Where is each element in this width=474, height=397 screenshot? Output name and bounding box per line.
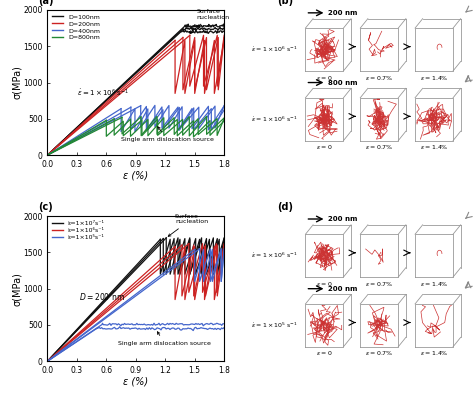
Text: (c): (c) (38, 202, 53, 212)
Text: $\varepsilon=0$: $\varepsilon=0$ (316, 143, 333, 151)
Text: $\varepsilon=1.4\%$: $\varepsilon=1.4\%$ (420, 349, 448, 357)
Y-axis label: σ(MPa): σ(MPa) (12, 272, 22, 306)
Text: Surface
nucleation: Surface nucleation (168, 214, 208, 236)
Text: (d): (d) (277, 202, 293, 212)
Text: $\dot{\varepsilon}=1\times10^{6}\ \mathrm{s}^{-1}$: $\dot{\varepsilon}=1\times10^{6}\ \mathr… (251, 114, 299, 124)
X-axis label: ε (%): ε (%) (123, 376, 148, 387)
Text: 200 nm: 200 nm (328, 216, 357, 222)
Text: $\varepsilon=1.4\%$: $\varepsilon=1.4\%$ (420, 280, 448, 288)
Text: $\dot{\varepsilon}=1\times10^{6}\ \mathrm{s}^{-1}$: $\dot{\varepsilon}=1\times10^{6}\ \mathr… (251, 45, 299, 54)
Text: $D=200\ \mathrm{nm}$: $D=200\ \mathrm{nm}$ (79, 291, 125, 302)
Text: $\varepsilon=1.4\%$: $\varepsilon=1.4\%$ (420, 143, 448, 151)
Text: $\dot{\varepsilon}=1\times10^{6}\ \mathrm{s}^{-1}$: $\dot{\varepsilon}=1\times10^{6}\ \mathr… (251, 251, 299, 260)
Text: Single arm dislocation source: Single arm dislocation source (118, 332, 211, 345)
Text: 200 nm: 200 nm (328, 286, 357, 292)
Text: $\varepsilon=0$: $\varepsilon=0$ (316, 73, 333, 82)
Text: $\varepsilon=0.7\%$: $\varepsilon=0.7\%$ (365, 280, 393, 288)
Text: $\varepsilon=0.7\%$: $\varepsilon=0.7\%$ (365, 143, 393, 151)
Text: 800 nm: 800 nm (328, 79, 357, 85)
Y-axis label: σ(MPa): σ(MPa) (12, 66, 22, 100)
Text: 200 nm: 200 nm (328, 10, 357, 16)
Text: (b): (b) (277, 0, 293, 6)
Legend: ε̇=1×10⁷s⁻¹, ε̇=1×10⁶s⁻¹, ε̇=1×10⁵s⁻¹: ε̇=1×10⁷s⁻¹, ε̇=1×10⁶s⁻¹, ε̇=1×10⁵s⁻¹ (51, 219, 106, 241)
Text: (a): (a) (38, 0, 54, 6)
Text: $\varepsilon=1.4\%$: $\varepsilon=1.4\%$ (420, 73, 448, 82)
Text: $\varepsilon=0.7\%$: $\varepsilon=0.7\%$ (365, 73, 393, 82)
Legend: D=100nm, D=200nm, D=400nm, D=800nm: D=100nm, D=200nm, D=400nm, D=800nm (51, 13, 101, 42)
Text: $\varepsilon=0.7\%$: $\varepsilon=0.7\%$ (365, 349, 393, 357)
Text: $\dot{\varepsilon}=1\times10^{5}\ \mathrm{s}^{-1}$: $\dot{\varepsilon}=1\times10^{5}\ \mathr… (251, 321, 299, 330)
Text: $\dot{\varepsilon}=1\times10^{6}\ \mathrm{s}^{-1}$: $\dot{\varepsilon}=1\times10^{6}\ \mathr… (77, 87, 129, 98)
X-axis label: ε (%): ε (%) (123, 170, 148, 180)
Text: Single arm dislocation source: Single arm dislocation source (121, 127, 214, 142)
Text: $\varepsilon=0$: $\varepsilon=0$ (316, 349, 333, 357)
Text: $\varepsilon=0$: $\varepsilon=0$ (316, 280, 333, 288)
Text: Surface
nucleation: Surface nucleation (190, 9, 230, 33)
